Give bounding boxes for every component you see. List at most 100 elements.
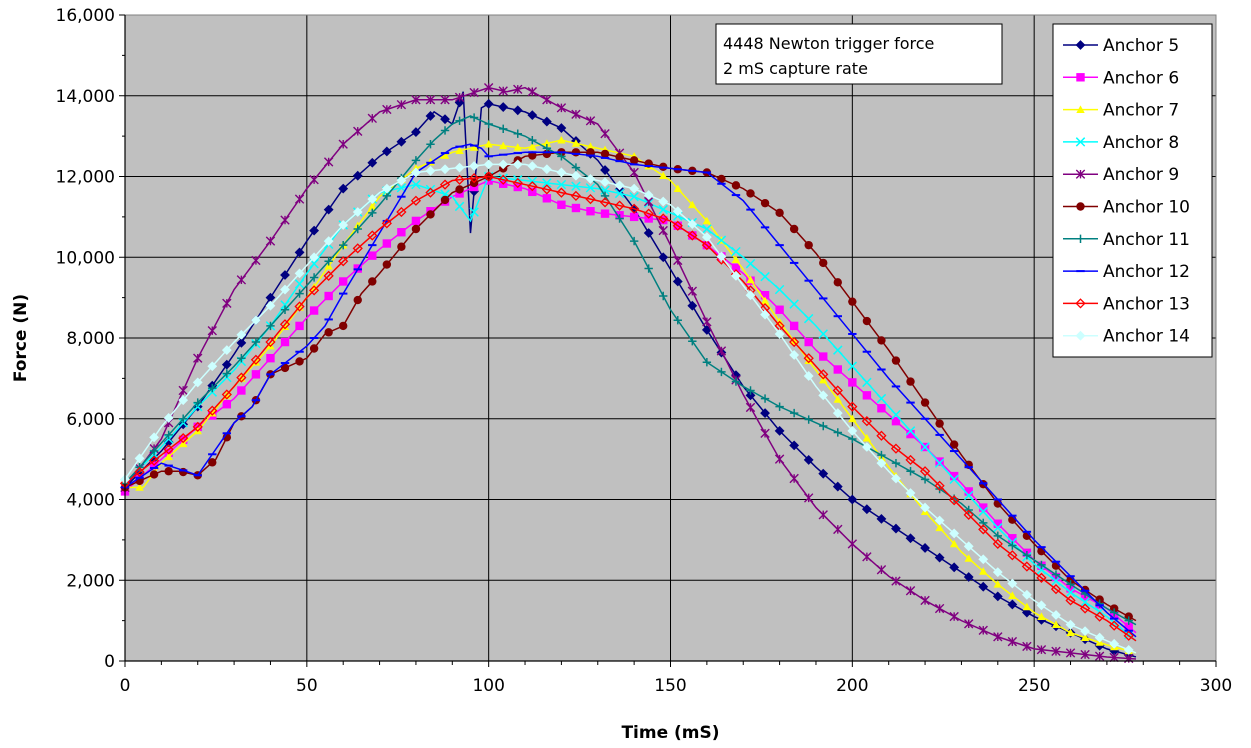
point-anchor-9 [483,82,494,93]
point-anchor-11 [411,156,421,165]
point-anchor-10 [600,149,610,159]
point-anchor-11 [775,402,784,411]
point-anchor-13 [861,416,872,427]
point-anchor-11 [1109,608,1119,617]
point-anchor-14 [440,164,450,175]
point-anchor-14 [1094,632,1105,643]
legend-label: Anchor 9 [1103,165,1179,185]
point-anchor-13 [876,430,887,441]
point-anchor-10 [397,242,406,251]
point-anchor-8 [833,345,843,355]
point-anchor-14 [760,309,770,320]
point-anchor-6 [528,187,537,197]
point-anchor-7 [731,255,741,264]
point-anchor-11 [920,475,930,484]
point-anchor-10 [848,297,857,306]
point-anchor-5 [760,408,770,419]
point-anchor-14 [963,541,974,552]
point-anchor-10 [949,440,959,449]
point-anchor-9 [382,104,392,115]
point-anchor-7 [586,142,595,150]
point-anchor-7 [208,408,217,417]
point-anchor-10 [455,185,464,194]
point-anchor-5 [905,533,916,544]
point-anchor-11 [513,129,522,138]
point-anchor-9 [1080,649,1090,660]
point-anchor-13 [221,389,232,400]
point-anchor-10 [1037,546,1046,556]
point-anchor-11 [644,264,653,273]
point-anchor-6 [237,386,246,395]
point-anchor-9 [847,539,858,549]
point-anchor-11 [688,337,697,346]
point-anchor-5 [774,425,785,436]
point-anchor-5 [178,419,189,430]
point-anchor-14 [1021,589,1032,600]
point-anchor-11 [528,135,537,145]
point-anchor-9 [1051,646,1061,657]
point-anchor-13 [1123,630,1134,641]
point-anchor-13 [338,256,349,267]
point-anchor-7 [804,356,813,364]
point-anchor-11 [629,236,639,246]
point-anchor-10 [920,398,930,407]
point-anchor-5 [672,276,683,287]
point-anchor-9 [222,298,232,308]
point-anchor-5 [338,183,349,194]
point-anchor-8 [585,183,596,193]
point-anchor-9 [803,493,814,503]
point-anchor-7 [455,146,464,155]
point-anchor-10 [789,224,799,234]
point-anchor-9 [978,625,988,636]
legend-label: Anchor 5 [1103,36,1179,56]
point-anchor-14 [891,473,901,484]
point-anchor-14 [294,268,305,279]
point-anchor-14 [527,161,538,171]
point-anchor-14 [498,159,509,170]
legend-item-anchor-7: Anchor 7 [1063,101,1179,121]
point-anchor-14 [687,219,698,230]
point-anchor-5 [498,102,509,112]
point-anchor-13 [658,213,669,224]
point-anchor-11 [484,119,493,129]
point-anchor-13 [1109,620,1120,631]
point-anchor-5 [818,468,829,479]
point-anchor-10 [339,321,348,331]
point-anchor-11 [833,428,842,437]
markers-anchor-13 [119,171,1134,641]
point-anchor-11 [877,450,886,460]
point-anchor-6 [295,321,304,331]
point-anchor-8 [978,506,988,517]
point-anchor-13 [847,401,858,412]
point-anchor-11 [1008,541,1017,550]
point-anchor-6 [339,277,348,286]
point-anchor-11 [440,126,450,135]
point-anchor-9 [920,595,930,606]
annotation-capture-rate: 2 mS capture rate [723,59,868,78]
point-anchor-9 [542,95,552,105]
point-anchor-6 [906,429,915,439]
point-anchor-8 [1065,587,1076,598]
point-anchor-9 [964,619,974,629]
point-anchor-14 [381,183,392,194]
point-anchor-7 [702,216,712,225]
point-anchor-8 [862,377,872,388]
point-anchor-8 [905,426,916,436]
point-anchor-14 [571,170,581,181]
point-anchor-14 [905,488,916,498]
point-anchor-5 [483,98,494,109]
point-anchor-8 [803,313,814,324]
point-anchor-14 [338,220,349,230]
point-anchor-14 [512,159,523,170]
point-anchor-8 [847,361,858,371]
point-anchor-7 [513,143,522,151]
point-anchor-6 [833,365,842,374]
point-anchor-14 [178,395,189,406]
point-anchor-11 [149,446,159,456]
legend-marker [1076,202,1085,211]
point-anchor-11 [789,408,799,418]
point-anchor-7 [1051,620,1061,629]
series-layer [119,82,1137,664]
legend-marker [1076,105,1085,113]
point-anchor-9 [323,157,334,167]
